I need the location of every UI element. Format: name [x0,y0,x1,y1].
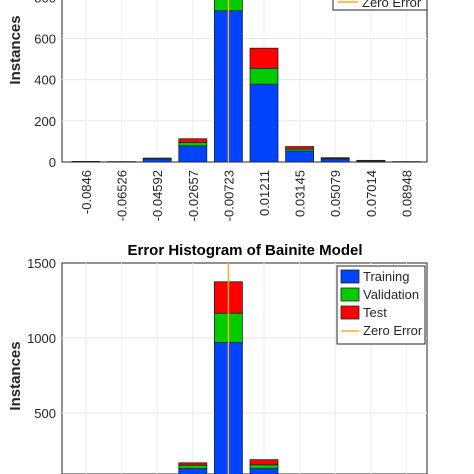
chart-1-x-tick-label: -0.00723 [221,170,236,221]
chart-2-bar-test-6 [249,459,279,466]
chart-1-y-tick-label: 600 [34,32,56,47]
chart-1-legend [332,0,428,11]
chart-1-y-tick-label: 0 [49,155,56,170]
chart-1-bar-training-6 [249,83,279,163]
chart-1-bar-training-4 [178,145,208,163]
chart-1-plot-area [61,0,428,163]
chart-1-x-tick-label: 0.07014 [364,170,379,217]
chart-1-x-tick-label: 0.01211 [257,170,272,216]
chart-2-legend-label: Test [363,305,387,320]
chart-1-legend-zero-error-label: Zero Error [362,0,422,10]
chart-2-legend-validation-swatch [340,287,360,302]
chart-2-legend-test-swatch [340,305,360,320]
chart-1-bar-test-8 [320,157,350,159]
chart-2-bar-training-4 [178,468,208,474]
chart-1-bar-test-6 [249,47,279,69]
chart-1-bar-test-7 [285,146,315,150]
chart-1-x-tick-label: -0.02657 [186,170,201,221]
chart-1-x-tick-label: 0.08948 [399,170,414,217]
chart-1-bar-validation-6 [249,67,279,85]
chart-2-bar-validation-6 [249,464,279,469]
chart-2-y-tick-label: 1500 [27,256,56,271]
chart-2-legend-label: Validation [363,287,419,302]
chart-1-y-tick-label: 400 [34,73,56,88]
chart-2-legend-training-swatch [340,269,360,284]
chart-1-bar-training-3 [142,158,172,163]
chart-1-x-tick-label: -0.04592 [150,170,165,221]
chart-2-bar-test-4 [178,462,208,466]
chart-2-legend-label: Zero Error [363,323,423,338]
chart-2-y-axis-label: Instances [7,341,24,410]
chart-1-x-tick-label: -0.06526 [115,170,130,221]
chart-1-y-tick-label: 200 [34,114,56,129]
chart-1-y-tick-label: 800 [34,0,56,5]
chart-2-y-tick-label: 500 [34,406,56,421]
chart-1-bar-validation-4 [178,142,208,147]
chart-1-bar-training-8 [320,158,350,163]
chart-1-x-tick-label: 0.05079 [328,170,343,217]
chart-1-x-tick-label: 0.03145 [293,170,308,217]
chart-2-bar-validation-4 [178,464,208,469]
chart-2-y-tick-label: 1000 [27,331,56,346]
chart-1-y-axis-label: Instances [7,15,24,84]
chart-1-bar-test-4 [178,138,208,143]
chart-2-bar-training-6 [249,468,279,474]
chart-1-x-tick-label: -0.0846 [79,170,94,214]
chart-2-legend-label: Training [363,269,409,284]
chart-2-title: Error Histogram of Bainite Model [127,242,362,259]
chart-1-bar-training-7 [285,150,315,163]
chart-1-bar-training-1 [71,160,101,163]
